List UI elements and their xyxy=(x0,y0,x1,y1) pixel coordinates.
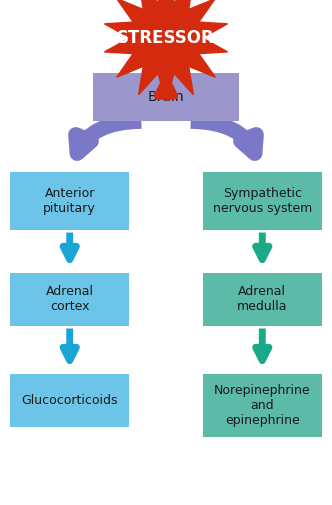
FancyBboxPatch shape xyxy=(203,172,322,230)
Text: Sympathetic
nervous system: Sympathetic nervous system xyxy=(213,187,312,215)
FancyBboxPatch shape xyxy=(203,374,322,437)
Polygon shape xyxy=(105,0,227,101)
FancyBboxPatch shape xyxy=(10,273,129,326)
Text: Glucocorticoids: Glucocorticoids xyxy=(22,394,118,407)
FancyBboxPatch shape xyxy=(10,172,129,230)
FancyBboxPatch shape xyxy=(203,273,322,326)
Text: Adrenal
medulla: Adrenal medulla xyxy=(237,285,288,313)
Text: Brain: Brain xyxy=(148,90,184,104)
FancyBboxPatch shape xyxy=(10,374,129,427)
Text: STRESSOR: STRESSOR xyxy=(117,29,215,47)
Text: Anterior
pituitary: Anterior pituitary xyxy=(43,187,96,215)
Text: Norepinephrine
and
epinephrine: Norepinephrine and epinephrine xyxy=(214,384,311,427)
FancyBboxPatch shape xyxy=(93,73,239,121)
Text: Adrenal
cortex: Adrenal cortex xyxy=(46,285,94,313)
